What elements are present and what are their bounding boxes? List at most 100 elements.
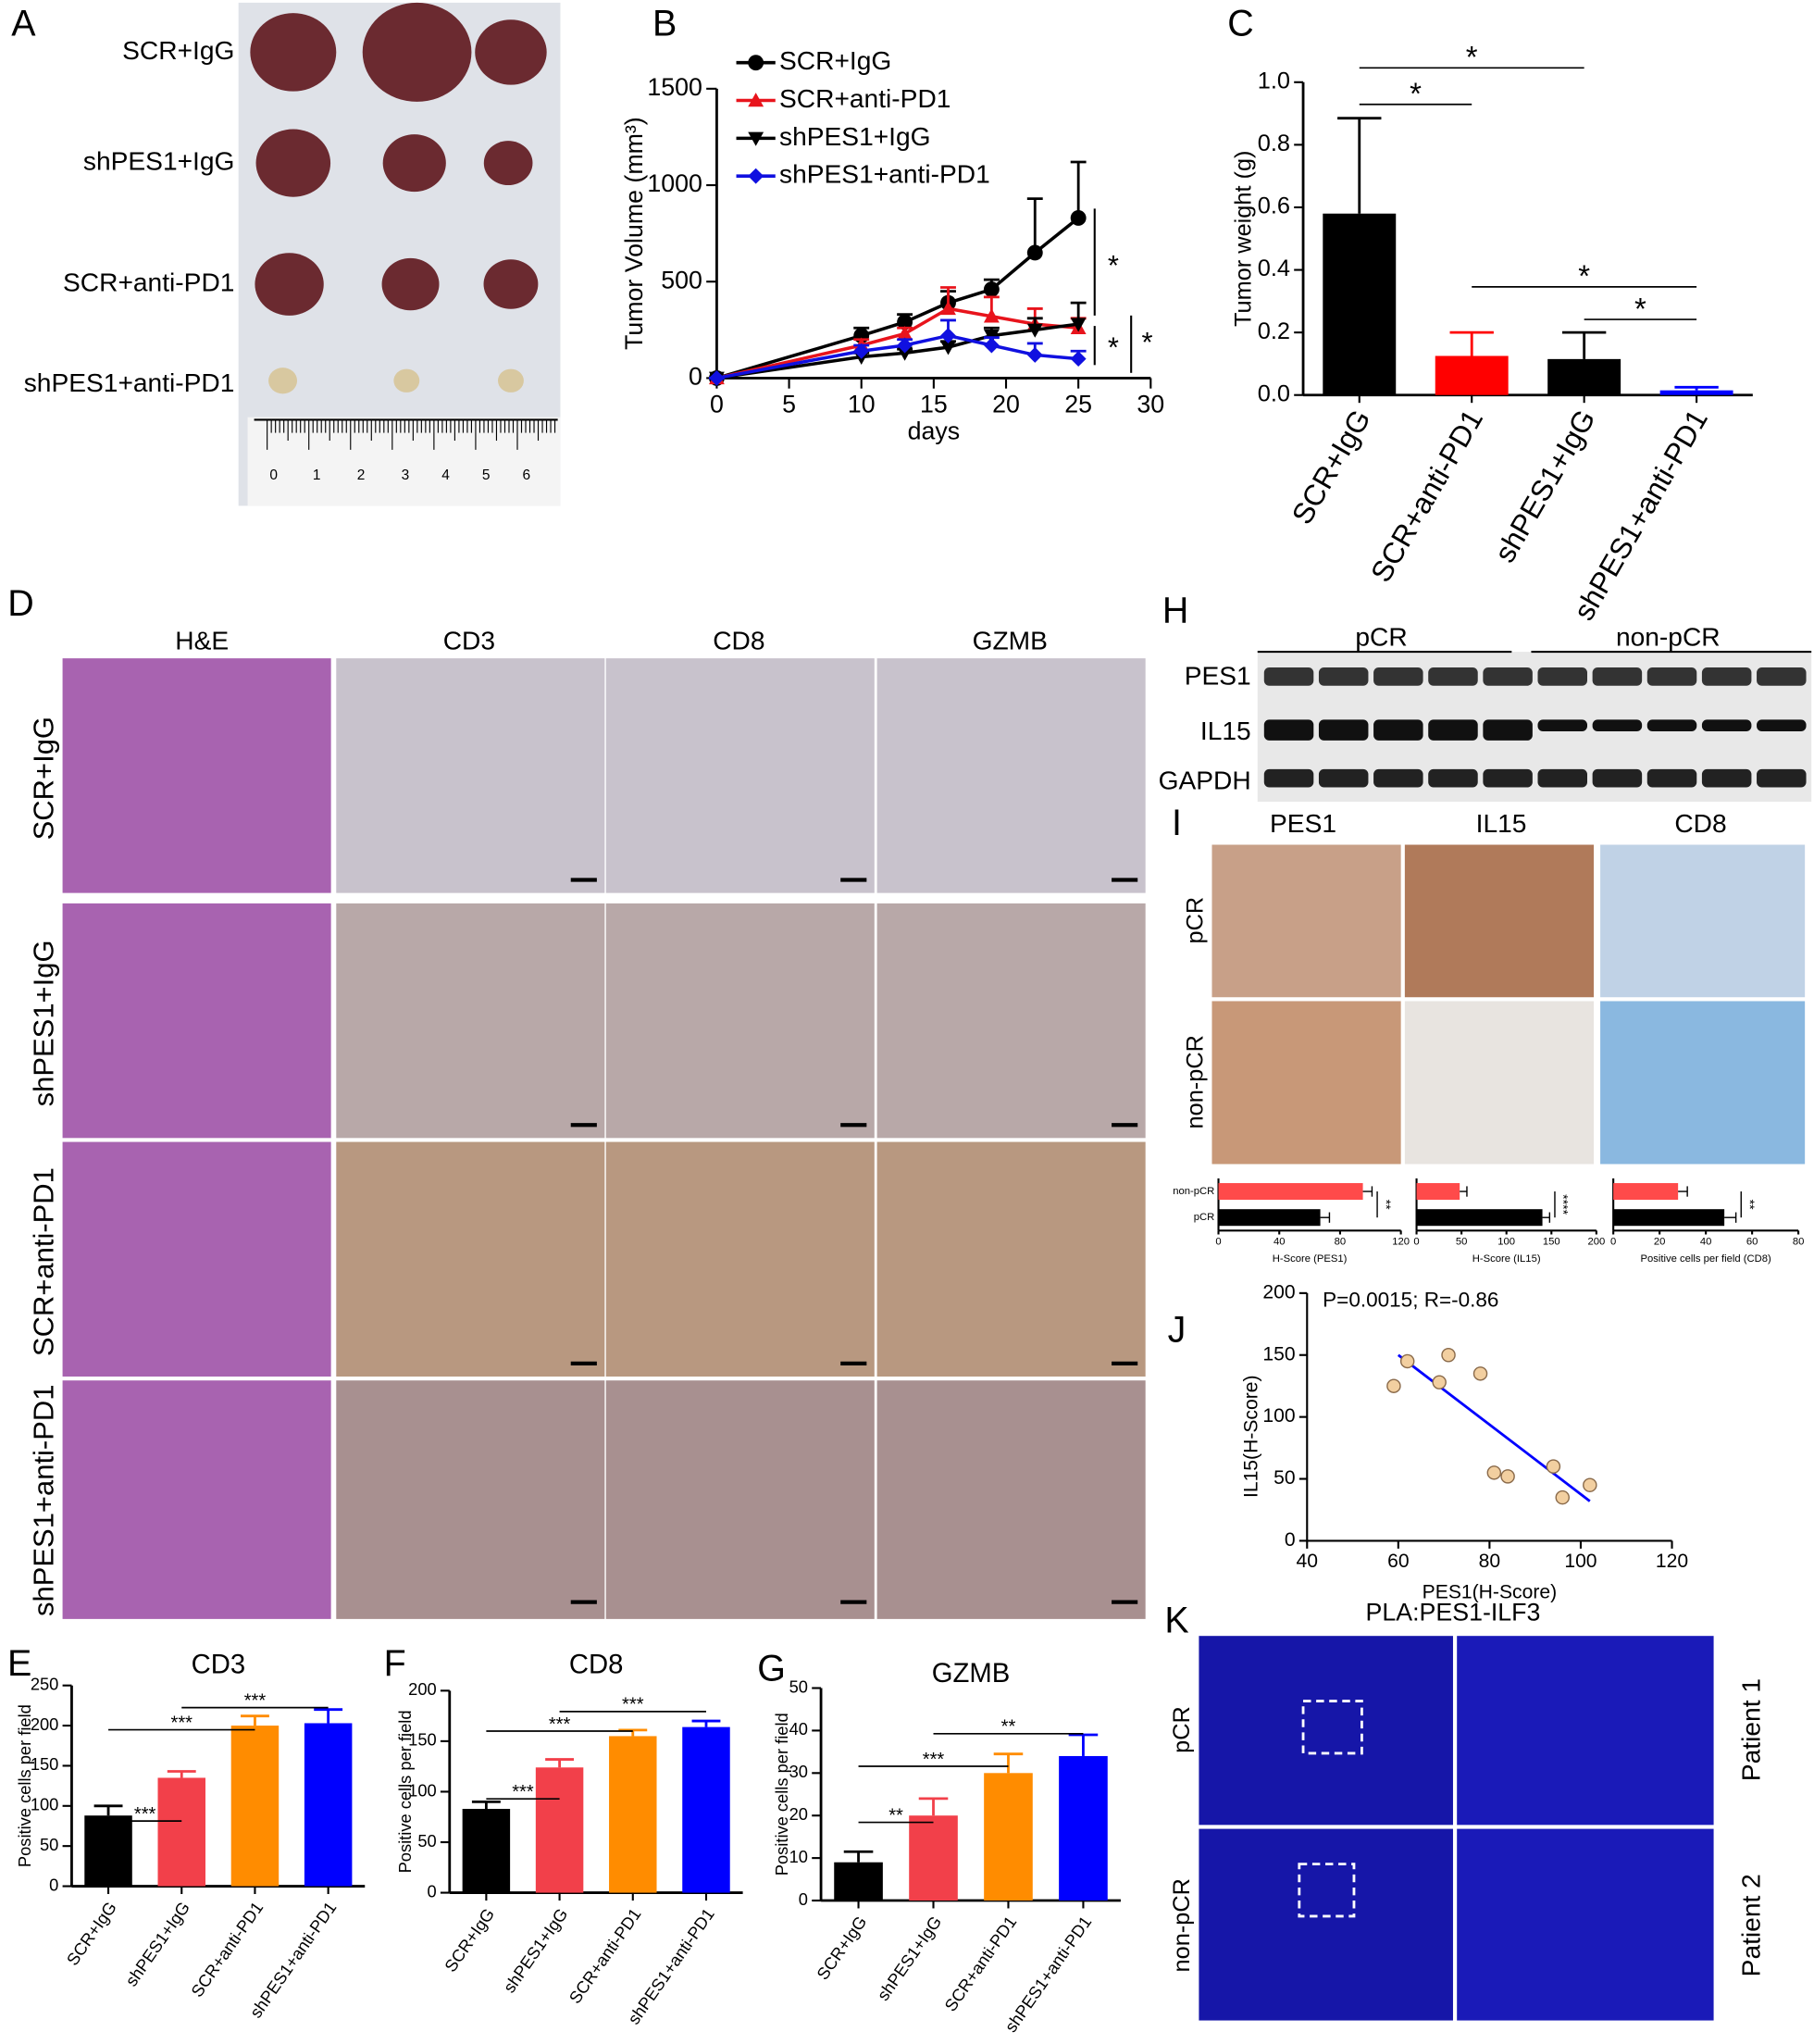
bar <box>304 1723 353 1887</box>
panel-letter: C <box>1227 4 1253 44</box>
blot-band <box>1701 719 1752 732</box>
y-axis-label: Positive cells per field <box>395 1710 415 1873</box>
point <box>1486 1465 1502 1480</box>
y-tick-label: 0 <box>689 362 702 390</box>
bar <box>682 1726 730 1893</box>
x-tick-label: 80 <box>1335 1236 1347 1247</box>
x-tick-label: 0 <box>1215 1236 1221 1247</box>
blot-band <box>1483 768 1533 788</box>
y-tick-label: 0.8 <box>1258 131 1290 156</box>
blot-band <box>1483 667 1533 686</box>
x-tick-label: 40 <box>1274 1236 1286 1247</box>
x-tick-label: 0 <box>1413 1236 1419 1247</box>
blot-band <box>1428 667 1478 686</box>
marker <box>1070 351 1087 368</box>
image-panel <box>1457 1828 1714 2021</box>
blot-band <box>1318 667 1369 686</box>
bar <box>1613 1209 1725 1227</box>
x-tick-label: SCR+IgG <box>1285 404 1376 530</box>
image-panel <box>876 658 1146 893</box>
image-panel <box>876 903 1146 1139</box>
tumor <box>498 368 524 393</box>
legend-marker <box>748 131 764 146</box>
band-label: PES1 <box>1185 662 1251 691</box>
marker <box>897 314 913 330</box>
y-tick-label: 0 <box>428 1881 437 1901</box>
tumor <box>475 19 547 85</box>
tumor <box>255 129 331 197</box>
marker <box>897 346 913 361</box>
image-panel <box>605 658 875 893</box>
image-panel <box>1600 844 1806 998</box>
marker <box>983 308 1000 323</box>
x-axis-label: days <box>908 418 961 445</box>
group-label: non-pCR <box>1616 622 1721 651</box>
y-axis-label: Positive cells per field <box>772 1713 791 1876</box>
point <box>1546 1459 1561 1474</box>
x-tick-label: 60 <box>1746 1236 1758 1247</box>
image-panel <box>876 1380 1146 1619</box>
image-panel <box>1600 1001 1806 1165</box>
bar <box>157 1777 205 1887</box>
marker <box>853 343 870 359</box>
y-tick-label: pCR <box>1194 1212 1215 1223</box>
y-axis-label: Tumor weight (g) <box>1230 151 1256 327</box>
blot-band <box>1757 719 1807 732</box>
image-panel <box>1199 1828 1453 2021</box>
significance: * <box>1466 40 1478 74</box>
bar <box>1416 1209 1543 1227</box>
significance: ** <box>1001 1717 1016 1738</box>
significance: ** <box>1379 1200 1394 1210</box>
column-label: GZMB <box>973 627 1048 655</box>
y-tick-label: 0 <box>49 1875 58 1894</box>
y-tick-label: 1.0 <box>1258 68 1290 93</box>
y-tick-label: 50 <box>417 1831 436 1851</box>
y-axis-label: IL15(H-Score) <box>1241 1375 1262 1498</box>
marker <box>897 337 913 354</box>
bar <box>535 1767 584 1893</box>
significance: * <box>1108 331 1119 364</box>
blot-band <box>1263 719 1314 741</box>
blot-band <box>1592 768 1643 788</box>
x-tick-label: 25 <box>1064 390 1092 418</box>
image-panel <box>1404 844 1595 998</box>
y-tick-label: 1500 <box>647 73 702 101</box>
x-tick-label: 200 <box>1587 1236 1605 1247</box>
point <box>1555 1489 1570 1505</box>
y-tick-label: 200 <box>31 1714 59 1734</box>
legend-marker <box>748 93 764 107</box>
row-label: non-pCR <box>1182 1035 1208 1128</box>
significance: * <box>1578 259 1590 293</box>
y-tick-label: 200 <box>408 1679 437 1699</box>
significance: * <box>1108 249 1119 281</box>
band-label: GAPDH <box>1159 766 1251 794</box>
marker <box>708 369 725 386</box>
y-tick-label: 0.6 <box>1258 193 1290 219</box>
y-tick-label: 0.2 <box>1258 318 1290 344</box>
bar <box>984 1773 1033 1901</box>
row-label: non-pCR <box>1169 1878 1195 1972</box>
x-tick-label: shPES1+IgG <box>121 1898 193 1989</box>
marker <box>940 341 956 355</box>
x-axis-label: PES1(H-Score) <box>1423 1581 1557 1602</box>
tumor <box>250 13 337 92</box>
blot-band <box>1646 719 1697 732</box>
bar <box>1547 358 1621 395</box>
row-label: SCR+anti-PD1 <box>27 1167 59 1356</box>
marker <box>1026 346 1043 363</box>
point <box>1386 1378 1401 1393</box>
ruler <box>247 417 561 506</box>
group-label: shPES1+IgG <box>83 147 235 176</box>
x-tick-label: SCR+IgG <box>63 1898 120 1969</box>
x-tick-label: 50 <box>1456 1236 1468 1247</box>
column-label: CD8 <box>713 627 764 655</box>
ruler-label: 2 <box>357 467 366 483</box>
bar <box>84 1815 132 1887</box>
image-panel <box>1457 1636 1714 1826</box>
y-tick-label: 50 <box>40 1835 58 1854</box>
image-panel <box>336 658 605 893</box>
panel-letter: F <box>384 1643 406 1684</box>
bar <box>909 1815 958 1901</box>
image-panel <box>62 1380 331 1619</box>
tumor <box>362 2 472 102</box>
